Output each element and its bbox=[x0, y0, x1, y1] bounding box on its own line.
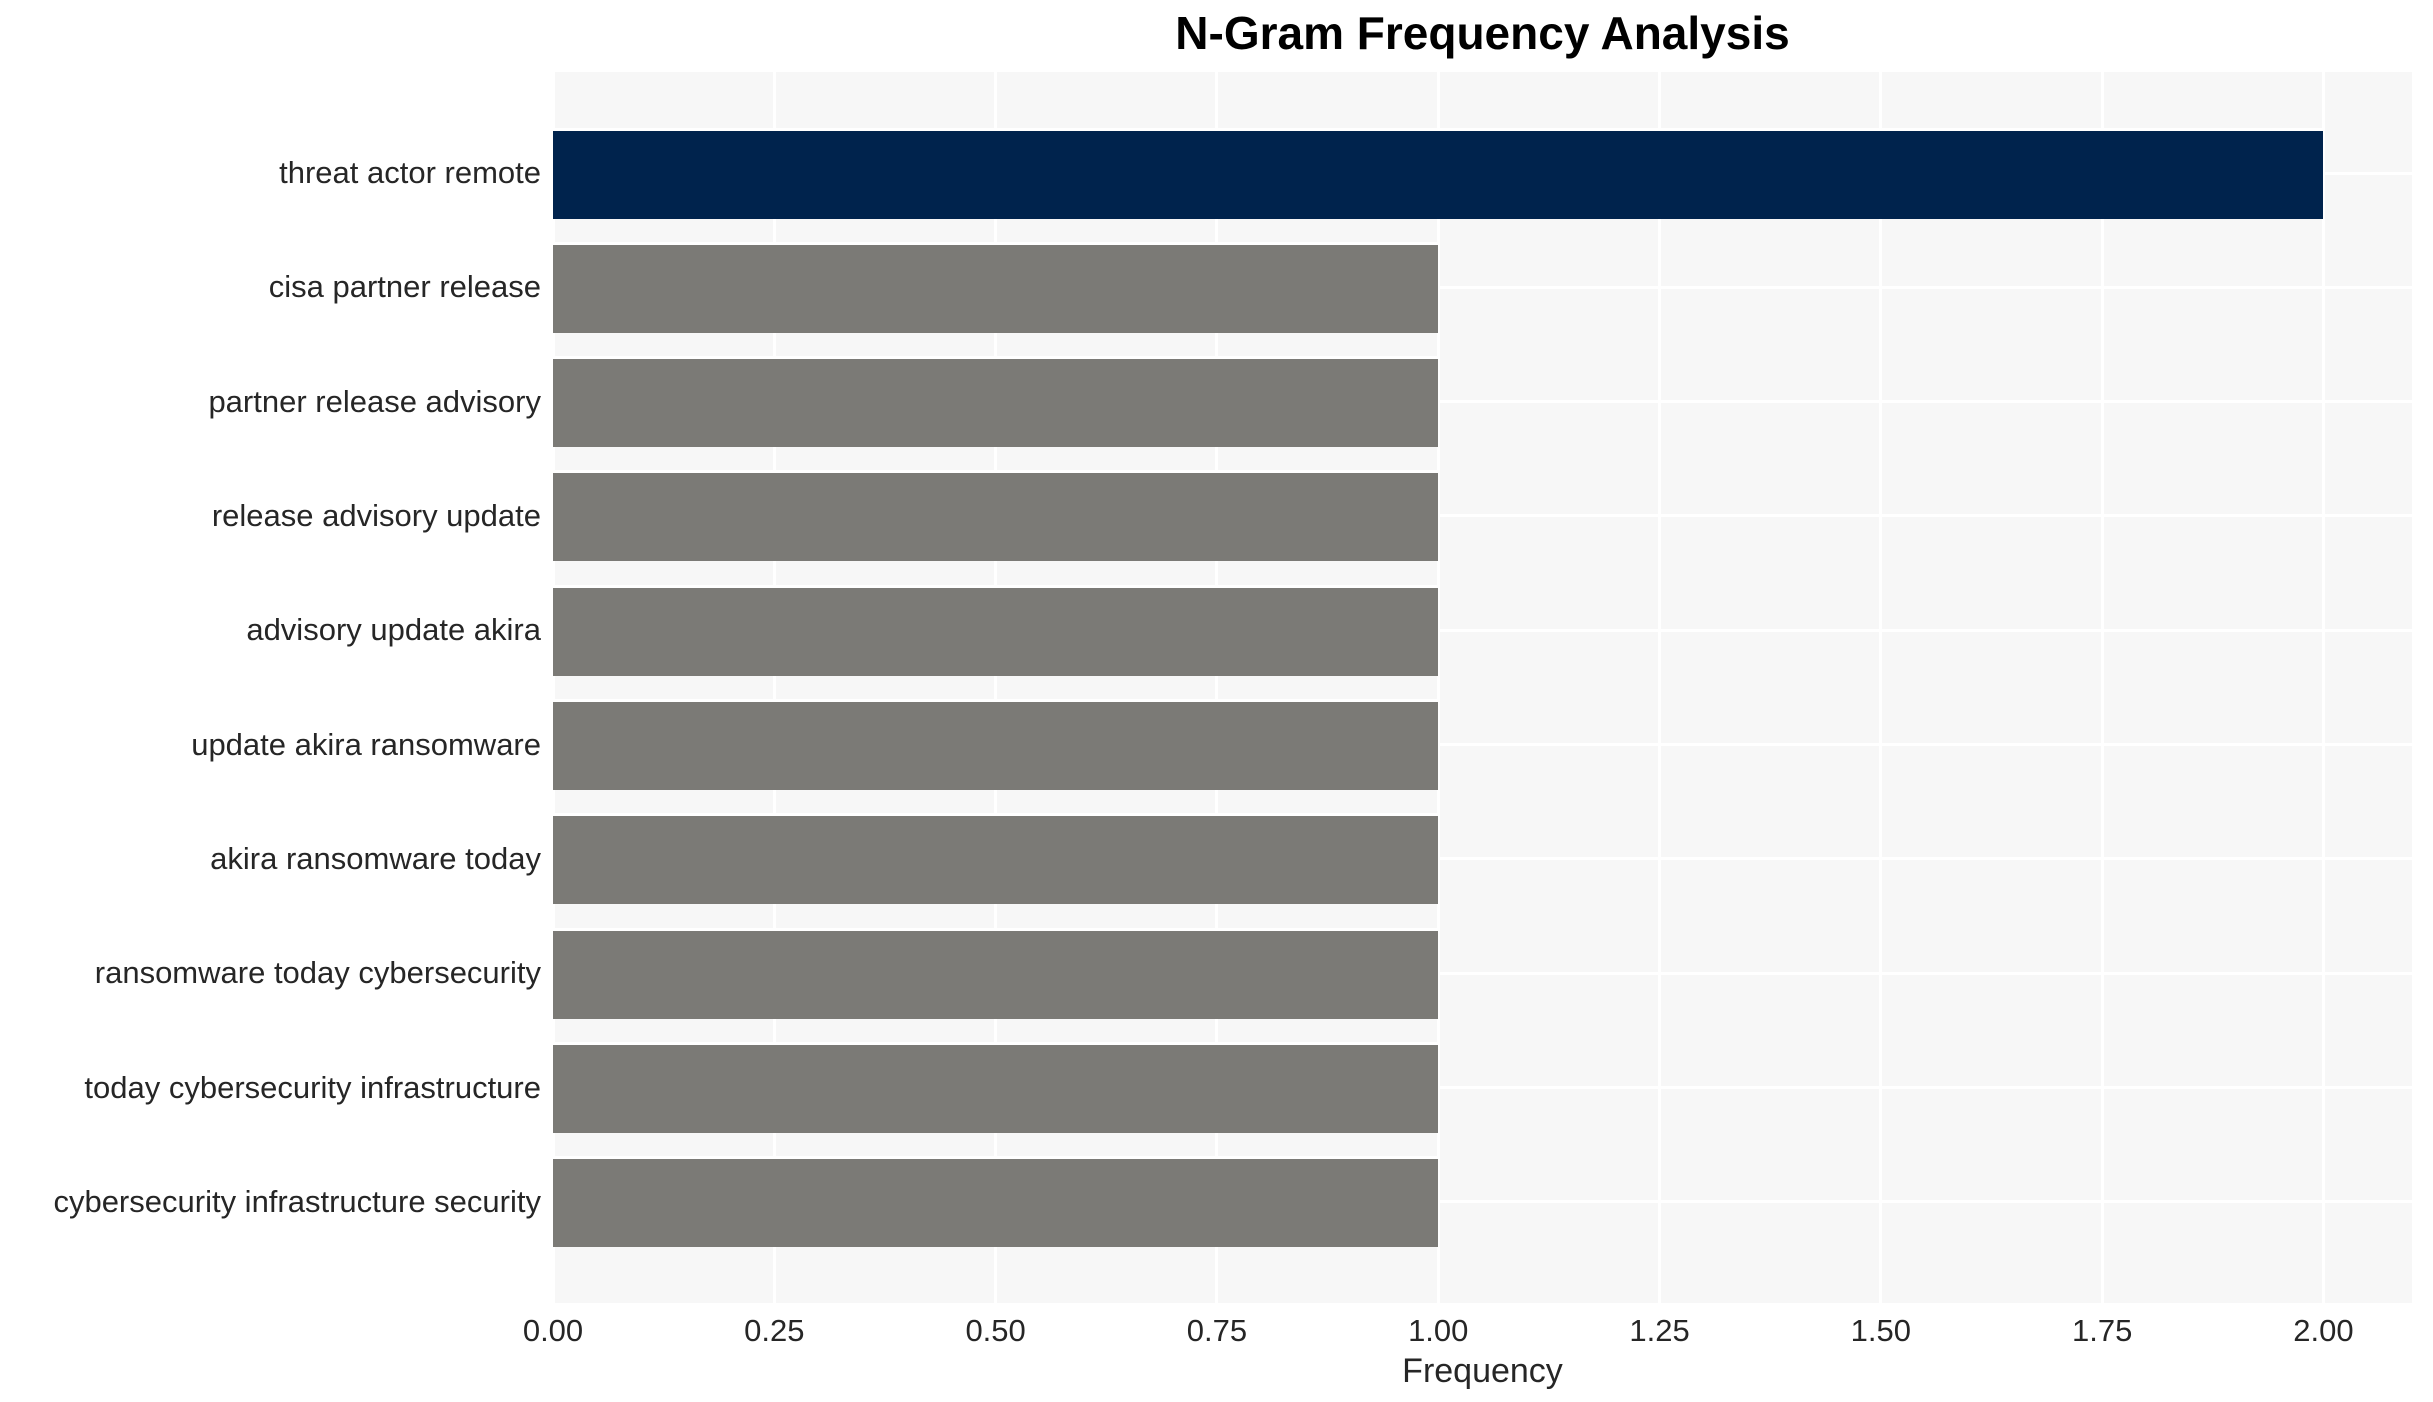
y-tick-label: today cybersecurity infrastructure bbox=[84, 1069, 541, 1105]
plot-area bbox=[551, 72, 2412, 1303]
y-tick-label: update akira ransomware bbox=[191, 726, 541, 762]
gridline-vertical bbox=[1215, 72, 1219, 1303]
bar-threat-actor-remote bbox=[553, 127, 2324, 219]
bar-today-cybersecurity-infrastructure bbox=[553, 1042, 1439, 1134]
y-tick-label: ransomware today cybersecurity bbox=[94, 955, 541, 991]
x-tick-label: 1.75 bbox=[2071, 1313, 2133, 1348]
x-tick-label: 0.50 bbox=[965, 1313, 1026, 1348]
x-tick-label: 0.00 bbox=[522, 1313, 584, 1348]
gridline-horizontal bbox=[553, 971, 2412, 975]
bar-cisa-partner-release bbox=[553, 241, 1439, 333]
gridline-horizontal bbox=[553, 857, 2412, 861]
gridline-vertical bbox=[772, 72, 776, 1303]
gridline-vertical bbox=[1658, 72, 1662, 1303]
y-tick-label: akira ransomware today bbox=[210, 840, 541, 876]
gridline-horizontal bbox=[553, 743, 2412, 747]
bar-ransomware-today-cybersecurity bbox=[553, 927, 1439, 1019]
bar-akira-ransomware-today bbox=[553, 813, 1439, 905]
y-tick-label: cybersecurity infrastructure security bbox=[53, 1183, 541, 1219]
y-tick-label: release advisory update bbox=[211, 497, 541, 533]
bar-partner-release-advisory bbox=[553, 356, 1439, 448]
gridline-vertical bbox=[2100, 72, 2104, 1303]
x-tick-label: 0.75 bbox=[1186, 1313, 1248, 1348]
gridline-horizontal bbox=[553, 628, 2412, 632]
gridline-vertical bbox=[2321, 72, 2325, 1303]
gridline-vertical bbox=[551, 72, 555, 1303]
gridline-vertical bbox=[1436, 72, 1440, 1303]
y-tick-label: partner release advisory bbox=[208, 383, 541, 419]
gridline-horizontal bbox=[553, 400, 2412, 404]
bar-advisory-update-akira bbox=[553, 584, 1439, 676]
y-tick-label: advisory update akira bbox=[246, 612, 541, 648]
bar-release-advisory-update bbox=[553, 470, 1439, 562]
gridline-horizontal bbox=[553, 285, 2412, 289]
y-tick-label: cisa partner release bbox=[268, 269, 541, 305]
x-axis-label: Frequency bbox=[1402, 1352, 1563, 1390]
bar-update-akira-ransomware bbox=[553, 699, 1439, 791]
x-tick-label: 2.00 bbox=[2293, 1313, 2354, 1348]
gridline-horizontal bbox=[553, 1200, 2412, 1204]
x-tick-label: 1.25 bbox=[1629, 1313, 1690, 1348]
gridline-vertical bbox=[1879, 72, 1883, 1303]
gridline-vertical bbox=[994, 72, 998, 1303]
chart-title: N-Gram Frequency Analysis bbox=[1175, 7, 1790, 59]
gridline-horizontal bbox=[553, 1086, 2412, 1090]
gridline-horizontal bbox=[553, 514, 2412, 518]
y-tick-label: threat actor remote bbox=[279, 155, 541, 190]
bar-cybersecurity-infrastructure-security bbox=[553, 1156, 1439, 1248]
x-tick-label: 1.50 bbox=[1850, 1313, 1912, 1348]
x-tick-label: 0.25 bbox=[744, 1313, 805, 1348]
x-tick-label: 1.00 bbox=[1408, 1313, 1469, 1348]
